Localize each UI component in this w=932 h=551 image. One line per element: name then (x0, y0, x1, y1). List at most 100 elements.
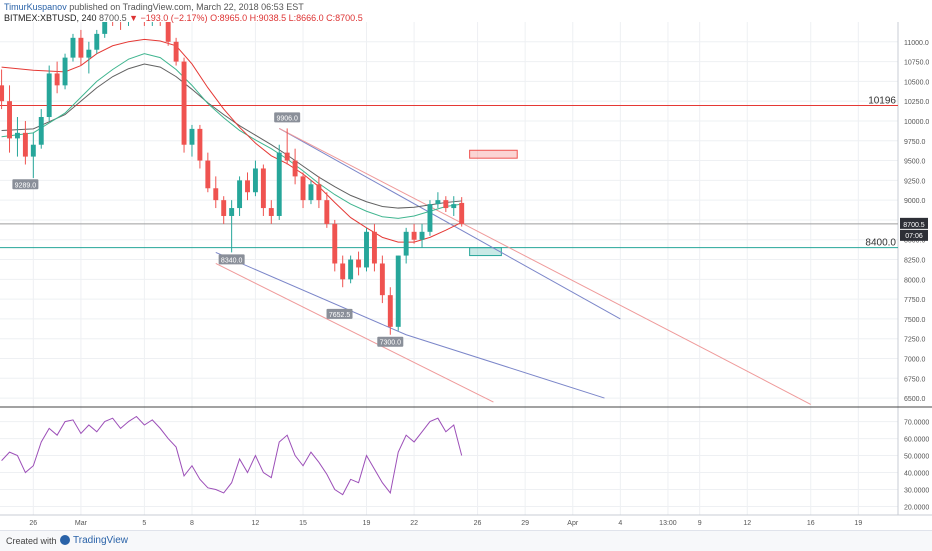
time-axis-label: 8 (190, 520, 194, 527)
price-axis-label: 11000.0 (904, 40, 929, 47)
price-label: 7652.5 (329, 312, 351, 319)
candle-body (142, 14, 147, 18)
candle-body (443, 200, 449, 209)
rsi-axis-label: 30.0000 (904, 488, 929, 495)
candle-body (62, 57, 68, 86)
price-label: 9906.0 (276, 115, 298, 122)
time-axis-label: 16 (807, 520, 815, 527)
candle-body (189, 128, 195, 145)
candle-body (379, 263, 385, 296)
time-axis-label: 5 (142, 520, 146, 527)
time-axis-label: 22 (410, 520, 418, 527)
candle-body (38, 117, 44, 145)
candle-body (316, 184, 322, 201)
price-axis-label: 10750.0 (904, 60, 929, 67)
price-label-box (377, 336, 404, 347)
countdown-value: 07:06 (905, 233, 923, 240)
price-axis-label: 7250.0 (904, 337, 926, 344)
price-axis-label: 6500.0 (904, 396, 926, 403)
candle-body (395, 255, 401, 327)
candle-body (54, 73, 60, 86)
candle-body (173, 41, 179, 62)
candle-body (110, 14, 115, 18)
tradingview-brand-label: TradingView (73, 535, 129, 546)
price-axis-label: 8250.0 (904, 258, 926, 265)
candle-body (451, 204, 457, 209)
candle-body (46, 73, 52, 118)
candle-body (252, 168, 258, 193)
price-axis-label: 7500.0 (904, 317, 926, 324)
price-label-box (274, 112, 301, 123)
time-axis-label: 29 (521, 520, 529, 527)
time-axis-label: 12 (252, 520, 260, 527)
candle-body (165, 22, 171, 42)
candle-body (348, 259, 354, 280)
current-price-tag (900, 217, 928, 229)
price-axis-label: 9000.0 (904, 198, 926, 205)
candle-body (86, 49, 92, 58)
tradingview-brand[interactable]: TradingView (60, 535, 128, 546)
candle-body (284, 152, 290, 161)
author-name[interactable]: TimurKuspanov (4, 2, 67, 12)
candle-body (94, 33, 100, 50)
candle-body (150, 14, 155, 18)
price-axis-label: 6750.0 (904, 376, 926, 383)
candle-body (459, 202, 465, 224)
time-axis-label: Apr (567, 520, 579, 527)
chart-canvas[interactable]: 6500.0 6750.0 7000.0 7250.0 7500.0 7750.0 8000… (0, 0, 932, 530)
price-label-box (12, 179, 39, 190)
current-price-value: 8700.5 (903, 222, 925, 229)
footer: Created with TradingView (0, 530, 932, 551)
zone-rect (469, 247, 502, 257)
ohlc-values: O:8965.0 H:9038.5 L:8666.0 C:8700.5 (210, 13, 363, 23)
candle-body (435, 200, 441, 205)
price-axis-label: 9750.0 (904, 139, 926, 146)
price-change: ▼ −193.0 (−2.17%) (129, 13, 208, 23)
rsi-line (1, 415, 463, 496)
candle-body (221, 200, 227, 216)
channel-lower-line (215, 251, 605, 399)
candle-body (268, 208, 274, 216)
horizontal-line-label: 8400.0 (865, 238, 896, 249)
price-axis-label: 10250.0 (904, 99, 929, 106)
price-label: 8340.0 (221, 257, 243, 264)
time-axis-label: 15 (299, 520, 307, 527)
candle-body (356, 259, 362, 268)
candle-body (181, 61, 187, 145)
candle-body (324, 200, 330, 224)
time-axis-label: 26 (474, 520, 482, 527)
price-axis-label: 8000.0 (904, 277, 926, 284)
candle-body (364, 231, 369, 268)
candle-body (70, 37, 76, 58)
candle-body (245, 180, 250, 193)
candle-body (308, 184, 314, 201)
candle-body (213, 188, 219, 201)
candle-body (0, 85, 5, 102)
moving-average-fast (1, 38, 462, 243)
candle-body (134, 10, 139, 14)
price-axis-label: 9500.0 (904, 159, 926, 166)
last-price: 8700.5 (99, 13, 127, 23)
price-label: 7300.0 (380, 340, 402, 347)
price-axis-label: 9250.0 (904, 178, 926, 185)
candle-body (102, 22, 108, 34)
rsi-pane (1, 415, 463, 496)
rsi-axis-label: 50.0000 (904, 454, 929, 461)
price-label-box (218, 254, 245, 265)
horizontal-line-label: 10196 (868, 95, 896, 106)
candle-body (118, 18, 123, 22)
time-axis-label: 4 (618, 520, 622, 527)
candle-body (158, 14, 163, 22)
price-axis-label: 10500.0 (904, 79, 929, 86)
candle-body (237, 180, 243, 209)
rsi-axis-label: 70.0000 (904, 420, 929, 427)
candle-body (340, 263, 346, 280)
price-axis-label: 10000.0 (904, 119, 929, 126)
candle-body (260, 168, 266, 209)
symbol-label: BITMEX:XBTUSD, 240 (4, 13, 97, 23)
time-axis-label: 12 (743, 520, 751, 527)
zone-rect (469, 149, 518, 159)
candle-body (403, 231, 409, 256)
channel-main-line (278, 127, 621, 320)
candle-body (371, 231, 377, 264)
